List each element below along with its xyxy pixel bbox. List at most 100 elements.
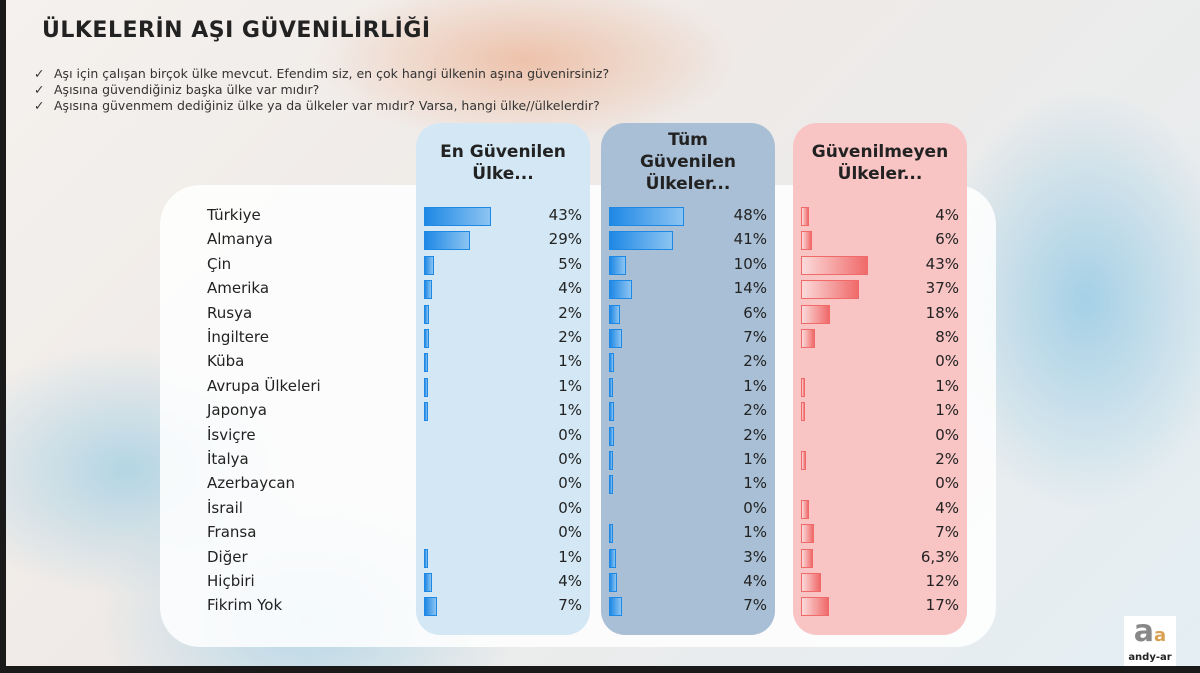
bar — [801, 548, 813, 568]
bar — [801, 597, 829, 617]
category-label: Amerika — [207, 279, 270, 298]
series-column-2: Güvenilmeyen Ülkeler... — [793, 123, 967, 635]
column-header-line: En Güvenilen — [440, 142, 566, 162]
check-icon: ✓ — [34, 82, 45, 97]
bar — [424, 402, 428, 422]
question-2: ✓ Aşısına güvendiğiniz başka ülke var mıd… — [34, 82, 319, 97]
value-label: 4% — [935, 206, 959, 224]
logo-text: andy-ar — [1128, 652, 1172, 663]
value-label: 29% — [548, 230, 582, 249]
category-label: Küba — [207, 352, 245, 371]
value-label: 7% — [743, 328, 767, 346]
category-label: Azerbaycan — [207, 474, 296, 493]
value-label: 0% — [558, 498, 582, 517]
value-label: 1% — [743, 523, 767, 542]
bar — [609, 231, 674, 251]
value-label: 2% — [558, 328, 582, 346]
value-label: 1% — [558, 352, 582, 371]
column-header-line: Güvenilen — [639, 152, 737, 172]
question-text: Aşısına güvenmem dediğiniz ülke ya da ül… — [54, 98, 600, 113]
bar — [609, 426, 615, 446]
value-label: 4% — [935, 498, 959, 517]
category-label: Hiçbiri — [207, 572, 255, 590]
value-label: 2% — [558, 303, 582, 322]
category-label: İtalya — [207, 450, 249, 468]
value-label: 1% — [743, 474, 767, 493]
category-label: Japonya — [207, 401, 267, 420]
bar — [424, 353, 428, 373]
bar — [801, 524, 814, 544]
value-label: 1% — [743, 450, 767, 468]
category-label: Fikrim Yok — [207, 596, 283, 615]
category-label: Almanya — [207, 230, 273, 249]
category-label: Rusya — [207, 303, 253, 322]
column-header: Güvenilmeyen Ülkeler... — [793, 141, 967, 185]
slide: ÜLKELERİN AŞI GÜVENİLİRLİĞİ ✓ Aşı için ça… — [6, 0, 1200, 666]
bar — [609, 353, 615, 373]
bar — [801, 207, 810, 226]
category-label: Çin — [207, 254, 232, 273]
category-label: İsviçre — [207, 425, 256, 444]
bar — [424, 231, 471, 251]
value-label: 14% — [733, 279, 767, 298]
bar — [801, 377, 805, 397]
value-label: 18% — [925, 303, 959, 322]
value-label: 1% — [558, 376, 582, 395]
question-text: Aşısına güvendiğiniz başka ülke var mıdı… — [54, 82, 320, 97]
bar — [609, 255, 627, 275]
bar — [609, 304, 621, 324]
value-label: 7% — [935, 523, 959, 542]
bar — [801, 304, 831, 324]
bar — [424, 377, 428, 397]
value-label: 6% — [743, 303, 767, 322]
value-label: 0% — [935, 425, 959, 444]
value-label: 37% — [925, 279, 959, 298]
value-label: 5% — [558, 254, 582, 273]
column-header-line: Ülkeler... — [645, 174, 731, 194]
category-label: İngiltere — [207, 328, 269, 346]
value-label: 12% — [925, 572, 959, 590]
value-label: 8% — [935, 328, 959, 346]
value-label: 2% — [743, 401, 767, 420]
bar — [424, 207, 492, 226]
bar — [609, 524, 613, 544]
bar — [424, 329, 430, 348]
value-label: 10% — [733, 254, 767, 273]
bar — [801, 329, 816, 348]
bar — [801, 499, 810, 519]
value-label: 3% — [743, 547, 767, 566]
bar — [609, 329, 622, 348]
value-label: 0% — [558, 450, 582, 468]
value-label: 1% — [935, 376, 959, 395]
bar — [424, 304, 430, 324]
page-title: ÜLKELERİN AŞI GÜVENİLİRLİĞİ — [42, 18, 431, 43]
column-header-line: Güvenilmeyen — [811, 142, 949, 162]
value-label: 43% — [548, 206, 582, 224]
bar — [609, 280, 633, 300]
bar — [609, 451, 613, 470]
check-icon: ✓ — [34, 66, 45, 81]
question-text: Aşı için çalışan birçok ülke mevcut. Efe… — [54, 66, 610, 81]
category-label: İsrail — [207, 498, 243, 517]
category-label: Fransa — [207, 523, 257, 542]
bar — [424, 548, 428, 568]
bar — [424, 280, 433, 300]
bar — [801, 451, 807, 470]
bar — [801, 255, 869, 275]
value-label: 2% — [743, 425, 767, 444]
bar — [609, 475, 613, 495]
question-1: ✓ Aşı için çalışan birçok ülke mevcut. Ef… — [34, 66, 609, 81]
value-label: 7% — [558, 596, 582, 615]
column-header-line: Tüm — [668, 130, 708, 150]
bar — [609, 573, 618, 592]
column-header-line: Ülkeler... — [837, 164, 923, 184]
bar — [609, 402, 615, 422]
category-label: Diğer — [207, 547, 248, 566]
value-label: 41% — [733, 230, 767, 249]
value-label: 0% — [558, 523, 582, 542]
value-label: 43% — [925, 254, 959, 273]
check-icon: ✓ — [34, 98, 45, 113]
bar — [801, 280, 860, 300]
bar — [609, 377, 613, 397]
bar — [801, 231, 813, 251]
